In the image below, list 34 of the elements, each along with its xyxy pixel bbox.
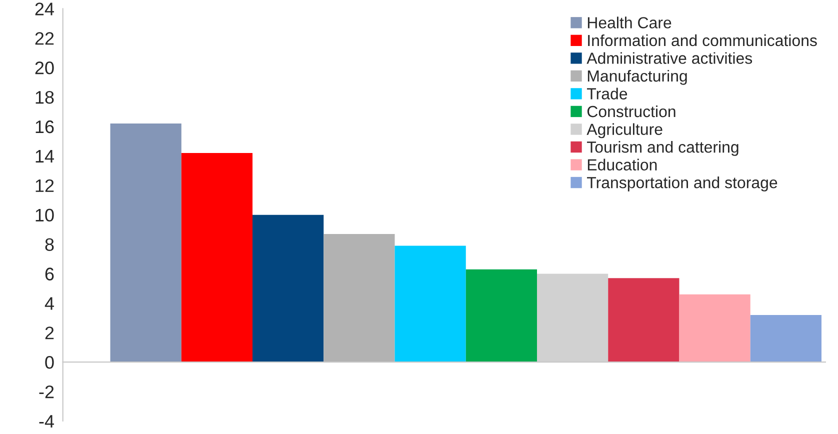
y-tick-label: -2 (39, 385, 54, 398)
legend-label: Construction (587, 105, 676, 118)
y-tick-label: 10 (36, 208, 54, 222)
bar (679, 294, 750, 362)
y-tick-label: 20 (35, 62, 54, 74)
bar (252, 214, 324, 362)
bar (181, 152, 253, 362)
bar (394, 246, 466, 362)
y-tick-label: 8 (45, 238, 54, 251)
y-tick-label: 24 (35, 2, 54, 16)
bar (466, 269, 537, 362)
bar (750, 314, 822, 362)
y-tick-label: 16 (36, 120, 54, 134)
legend-label: Manufacturing (588, 70, 687, 85)
bar (110, 124, 182, 362)
legend-label: Tourism and cattering (586, 141, 738, 156)
y-tick-label: 22 (35, 32, 54, 45)
y-tick-label: 12 (36, 179, 54, 192)
y-tick-label: 0 (45, 356, 54, 369)
legend-label: Health Care (588, 16, 672, 28)
legend-label: Trade (586, 88, 628, 100)
legend-label: Agriculture (586, 123, 662, 138)
legend-label: Information and communications (588, 34, 817, 46)
y-tick-label: 2 (45, 326, 54, 340)
y-tick-label: 4 (44, 297, 54, 310)
y-tick-label: 14 (36, 150, 54, 162)
legend-label: Transportation and storage (586, 176, 778, 192)
legend-label: Administrative activities (586, 52, 752, 64)
bar (324, 234, 395, 362)
legend-label: Education (588, 158, 657, 171)
y-tick-label: 6 (45, 268, 54, 280)
y-tick-label: 18 (36, 90, 54, 104)
y-tick-label: -4 (39, 415, 54, 428)
bar (608, 278, 680, 362)
